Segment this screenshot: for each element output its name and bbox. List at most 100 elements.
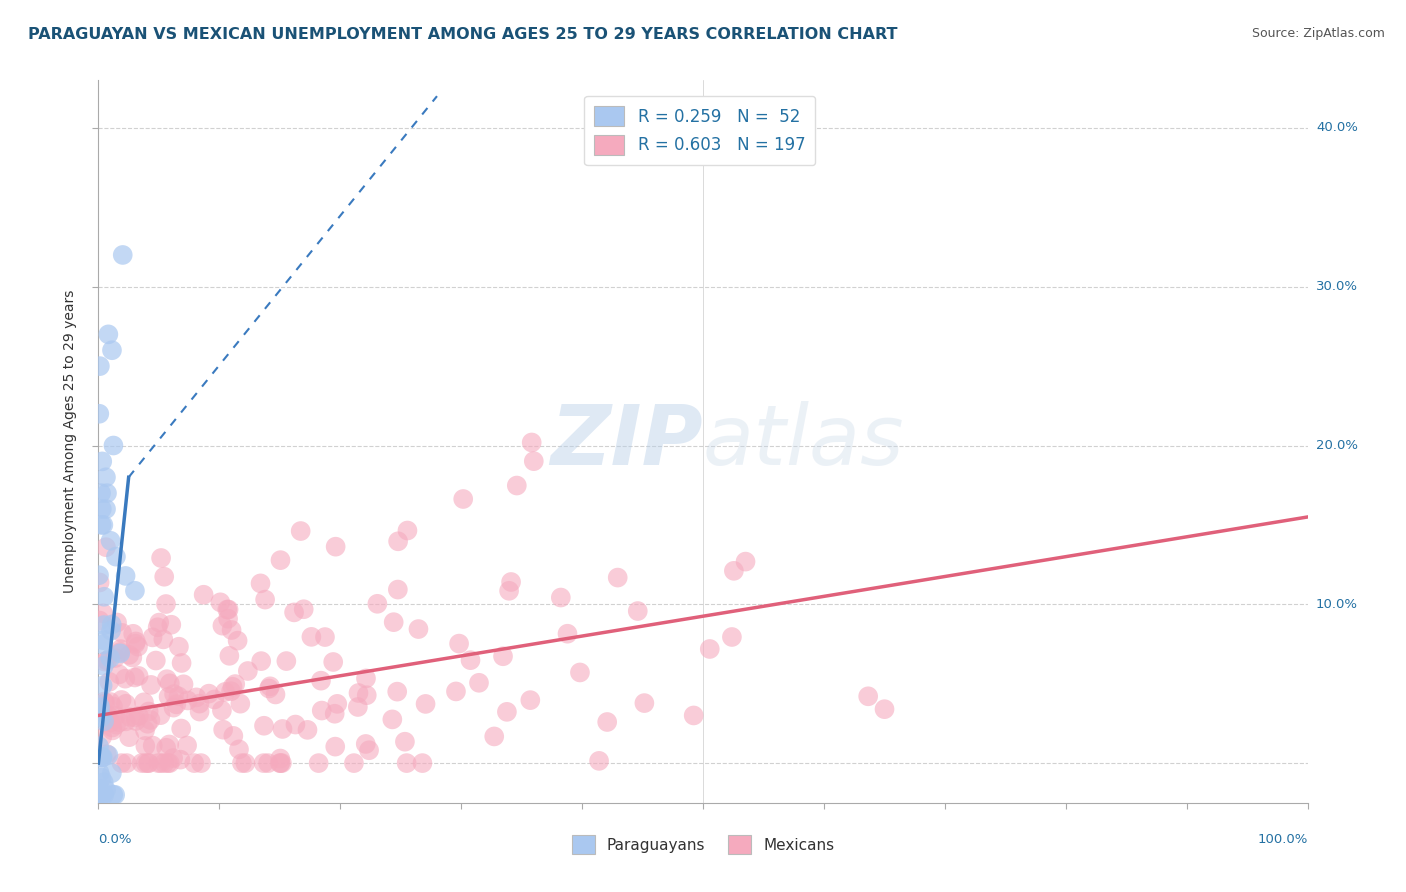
Point bbox=[100, 617, 122, 632]
Text: 20.0%: 20.0% bbox=[1316, 439, 1358, 452]
Point bbox=[98, 651, 121, 665]
Point bbox=[308, 756, 330, 770]
Point bbox=[128, 669, 150, 683]
Point bbox=[90, 486, 112, 500]
Point bbox=[170, 656, 193, 670]
Point bbox=[98, 674, 121, 689]
Point bbox=[104, 788, 127, 802]
Point bbox=[103, 438, 125, 452]
Point bbox=[138, 756, 160, 770]
Point bbox=[271, 756, 294, 770]
Point bbox=[160, 617, 183, 632]
Point bbox=[114, 714, 136, 729]
Point bbox=[381, 712, 404, 726]
Point bbox=[167, 690, 190, 704]
Point bbox=[734, 555, 756, 569]
Point bbox=[87, 739, 110, 754]
Point bbox=[271, 722, 294, 736]
Text: 40.0%: 40.0% bbox=[1316, 121, 1358, 135]
Point bbox=[356, 688, 378, 702]
Point bbox=[249, 576, 271, 591]
Point bbox=[125, 714, 148, 728]
Point bbox=[214, 685, 236, 699]
Point bbox=[221, 623, 243, 637]
Point bbox=[94, 540, 117, 554]
Point bbox=[93, 714, 115, 729]
Point bbox=[124, 710, 146, 724]
Point bbox=[103, 788, 125, 802]
Point bbox=[250, 654, 273, 668]
Point bbox=[173, 677, 195, 691]
Point bbox=[347, 700, 370, 714]
Point bbox=[93, 618, 115, 632]
Text: ZIP: ZIP bbox=[550, 401, 703, 482]
Point bbox=[91, 638, 114, 652]
Point bbox=[87, 698, 110, 712]
Point bbox=[873, 702, 896, 716]
Point bbox=[183, 756, 205, 770]
Point bbox=[101, 766, 124, 780]
Point bbox=[212, 723, 235, 737]
Point bbox=[444, 684, 467, 698]
Point bbox=[165, 698, 187, 712]
Point bbox=[188, 697, 211, 711]
Point bbox=[94, 470, 117, 484]
Point bbox=[167, 640, 190, 654]
Point bbox=[111, 248, 134, 262]
Point bbox=[148, 615, 170, 630]
Point bbox=[159, 756, 181, 770]
Point bbox=[141, 631, 163, 645]
Point bbox=[176, 693, 198, 707]
Point bbox=[96, 654, 118, 668]
Point bbox=[135, 756, 157, 770]
Point bbox=[146, 620, 169, 634]
Point bbox=[231, 756, 253, 770]
Point bbox=[89, 575, 111, 590]
Point bbox=[269, 756, 291, 770]
Point bbox=[148, 756, 170, 770]
Point bbox=[347, 686, 370, 700]
Point bbox=[309, 673, 332, 688]
Point bbox=[226, 633, 249, 648]
Point bbox=[128, 709, 150, 723]
Point bbox=[202, 692, 225, 706]
Point bbox=[155, 597, 177, 611]
Point bbox=[395, 756, 418, 770]
Point bbox=[596, 714, 619, 729]
Point bbox=[224, 677, 246, 691]
Point bbox=[222, 729, 245, 743]
Point bbox=[627, 604, 650, 618]
Point bbox=[115, 756, 138, 770]
Point bbox=[394, 735, 416, 749]
Point bbox=[415, 697, 437, 711]
Point bbox=[97, 708, 120, 723]
Point bbox=[155, 740, 177, 755]
Point bbox=[269, 751, 291, 765]
Point bbox=[264, 688, 287, 702]
Point bbox=[110, 693, 132, 707]
Point bbox=[343, 756, 366, 770]
Point bbox=[257, 681, 280, 696]
Point bbox=[159, 676, 181, 690]
Point bbox=[217, 602, 239, 616]
Point bbox=[124, 670, 146, 684]
Point bbox=[136, 756, 159, 770]
Point bbox=[506, 478, 529, 492]
Point bbox=[118, 730, 141, 744]
Point bbox=[284, 717, 307, 731]
Point bbox=[110, 756, 132, 770]
Point bbox=[149, 708, 172, 723]
Point bbox=[699, 642, 721, 657]
Point bbox=[93, 694, 115, 708]
Point bbox=[190, 756, 212, 770]
Point bbox=[94, 655, 117, 669]
Point bbox=[229, 697, 252, 711]
Point bbox=[100, 533, 122, 548]
Point bbox=[152, 632, 174, 647]
Text: Source: ZipAtlas.com: Source: ZipAtlas.com bbox=[1251, 27, 1385, 40]
Point bbox=[856, 690, 879, 704]
Point bbox=[125, 634, 148, 648]
Point bbox=[97, 327, 120, 342]
Point bbox=[93, 517, 115, 532]
Point bbox=[134, 739, 156, 753]
